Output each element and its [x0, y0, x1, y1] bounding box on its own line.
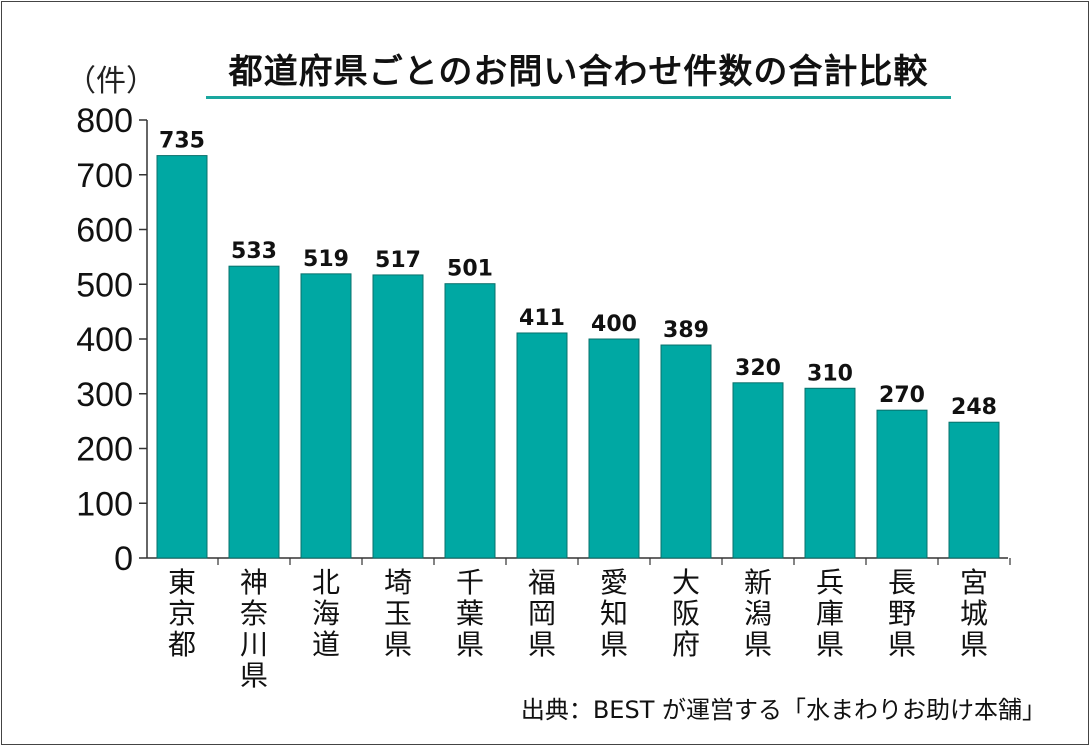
source-note: 出典：BEST が運営する「水まわりお助け本舗」	[520, 696, 1046, 724]
x-category-label: 長野県	[888, 566, 916, 661]
x-category-label: 宮城県	[960, 566, 988, 661]
x-category-label: 大阪府	[672, 566, 700, 661]
bar-value-label: 310	[807, 361, 853, 386]
bar	[948, 421, 1000, 559]
x-category-label: 千葉県	[456, 566, 484, 661]
bar-value-label: 517	[375, 248, 421, 273]
bar	[228, 265, 280, 559]
bar	[876, 409, 928, 559]
bar-value-label: 270	[879, 383, 925, 408]
bar	[732, 382, 784, 559]
x-category-label: 兵庫県	[816, 566, 844, 661]
y-tick-label: 700	[76, 157, 133, 195]
x-category-label: 東京都	[168, 566, 196, 661]
bar-value-label: 735	[159, 129, 205, 154]
bar	[372, 274, 424, 559]
bar-value-label: 248	[951, 395, 997, 420]
bar-value-label: 501	[447, 257, 493, 282]
chart-title: 都道府県ごとのお問い合わせ件数の合計比較	[228, 52, 929, 92]
y-tick-label: 300	[76, 376, 133, 414]
x-category-label: 新潟県	[744, 566, 772, 661]
y-tick-label: 0	[114, 540, 133, 578]
y-tick-label: 500	[76, 266, 133, 304]
x-category-label: 埼玉県	[384, 566, 412, 661]
bar	[300, 273, 352, 559]
bar-value-label: 411	[519, 306, 565, 331]
bar-value-label: 400	[591, 312, 637, 337]
y-axis-unit-label: （件）	[66, 64, 156, 99]
bar	[156, 155, 208, 559]
title-underline	[206, 96, 951, 99]
y-tick-label: 200	[76, 431, 133, 469]
bar	[588, 338, 640, 559]
bar-value-label: 389	[663, 318, 709, 343]
bar	[660, 344, 712, 559]
x-category-label: 福岡県	[528, 566, 556, 661]
bar	[444, 283, 496, 559]
bar-value-label: 519	[303, 247, 349, 272]
x-category-label: 北海道	[312, 566, 340, 661]
y-tick-label: 400	[76, 321, 133, 359]
bar	[516, 332, 568, 559]
y-tick-label: 100	[76, 485, 133, 523]
bar-value-label: 320	[735, 356, 781, 381]
x-category-label: 愛知県	[600, 566, 628, 661]
y-tick-label: 600	[76, 212, 133, 250]
x-category-label: 神奈川県	[240, 566, 268, 692]
bar	[804, 387, 856, 559]
bar-value-label: 533	[231, 239, 277, 264]
y-tick-label: 800	[76, 102, 133, 140]
